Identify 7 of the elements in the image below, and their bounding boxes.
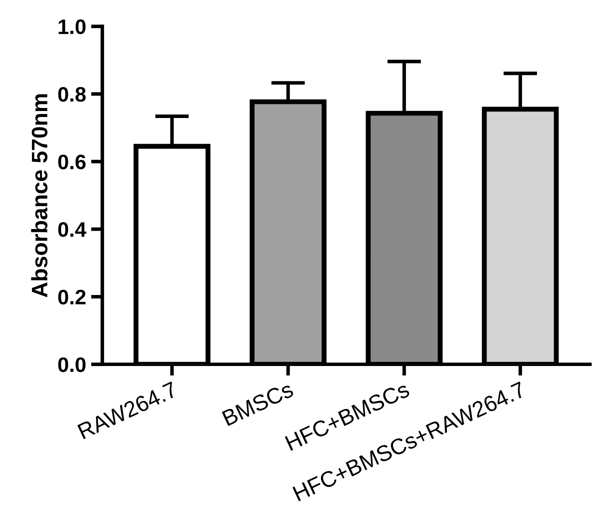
y-tick-label: 0.2	[58, 290, 86, 304]
y-axis-title: Absorbance 570nm	[31, 94, 48, 298]
y-tick-label: 0.6	[58, 154, 86, 170]
y-tick-label: 1.0	[58, 19, 86, 34]
y-tick-label: 0.0	[58, 357, 86, 372]
y-tick-label: 0.4	[58, 222, 86, 237]
y-tick-label: 0.8	[58, 86, 86, 102]
